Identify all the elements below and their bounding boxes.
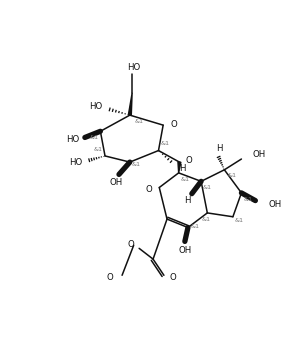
Text: &1: &1 <box>161 141 170 146</box>
Text: O: O <box>186 156 192 165</box>
Text: OH: OH <box>178 246 192 255</box>
Text: HO: HO <box>127 63 140 72</box>
Text: O: O <box>169 273 176 282</box>
Text: &1: &1 <box>235 218 243 223</box>
Text: &1: &1 <box>203 185 212 190</box>
Text: HO: HO <box>69 158 82 166</box>
Text: &1: &1 <box>190 223 200 228</box>
Text: HO: HO <box>66 134 79 144</box>
Text: O: O <box>146 185 152 193</box>
Text: O: O <box>106 273 113 282</box>
Text: &1: &1 <box>94 147 103 152</box>
Text: O: O <box>170 120 177 129</box>
Polygon shape <box>178 162 181 173</box>
Text: H: H <box>184 196 190 205</box>
Text: OH: OH <box>252 150 266 159</box>
Text: H: H <box>179 164 185 173</box>
Text: OH: OH <box>269 200 282 209</box>
Text: &1: &1 <box>227 174 237 179</box>
Text: &1: &1 <box>180 177 189 182</box>
Text: HO: HO <box>89 102 102 111</box>
Polygon shape <box>128 93 132 115</box>
Text: O: O <box>128 240 134 249</box>
Text: &1: &1 <box>244 196 253 202</box>
Text: &1: &1 <box>201 217 210 222</box>
Text: H: H <box>216 144 223 153</box>
Text: &1: &1 <box>90 135 99 140</box>
Text: &1: &1 <box>131 162 141 167</box>
Text: &1: &1 <box>134 119 144 124</box>
Text: OH: OH <box>109 178 122 187</box>
